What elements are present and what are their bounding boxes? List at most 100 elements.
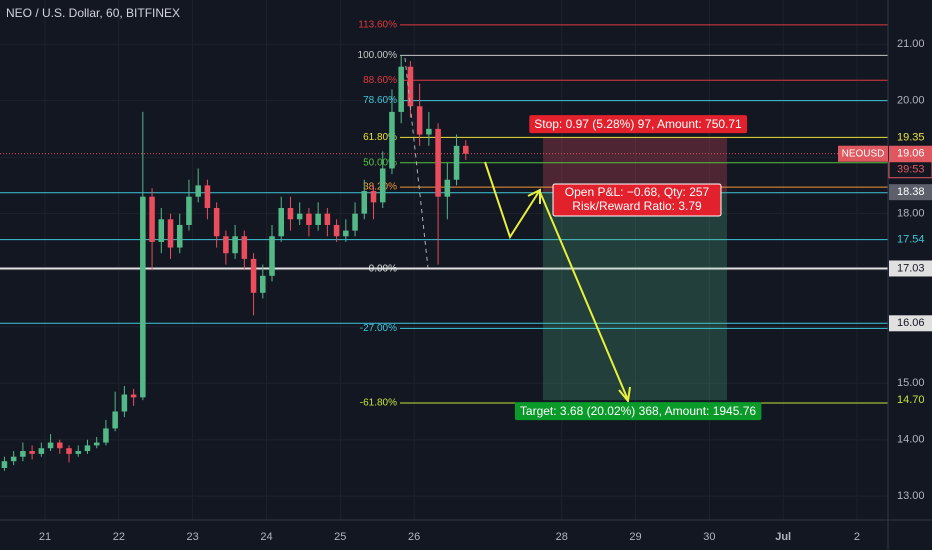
candle-body: [453, 145, 460, 180]
candle-body: [426, 128, 432, 135]
candle-body: [204, 185, 211, 208]
x-tick-label: 21: [39, 531, 51, 543]
candle-body: [444, 179, 451, 197]
projection-arrow: [484, 161, 541, 240]
x-tick-label: 30: [703, 531, 715, 543]
candle-body: [186, 196, 192, 225]
candle-body: [10, 456, 17, 462]
candle-body: [223, 236, 229, 254]
price-tag: 18.38: [897, 186, 925, 198]
candle-body: [84, 445, 91, 452]
arrow-head: [618, 386, 631, 404]
fib-label: 0.00%: [369, 264, 397, 275]
candle-body: [20, 451, 26, 457]
candle-body: [287, 208, 294, 220]
rr-label: Risk/Reward Ratio: 3.79: [572, 199, 702, 213]
fib-label: 78.60%: [363, 95, 397, 106]
x-tick-label: 22: [113, 531, 125, 543]
candle-body: [398, 66, 404, 112]
y-tick-label: 20.00: [897, 95, 925, 107]
candle-body: [250, 258, 257, 293]
price-axis: 13.0014.0015.0016.0017.0018.0019.0020.00…: [39, 38, 932, 543]
price-tag: 17.03: [897, 262, 925, 274]
fib-label: 113.60%: [358, 20, 397, 31]
y-tick-label: 21.00: [897, 38, 925, 50]
fib-trend-line: [404, 57, 429, 269]
stop-label-box: [529, 115, 748, 134]
target-label: Target: 3.68 (20.02%) 368, Amount: 1945.…: [520, 404, 756, 418]
y-tick-label: 15.00: [897, 377, 925, 389]
x-tick-label: 26: [408, 531, 420, 543]
price-tag-box: [889, 129, 932, 146]
y-tick-label: 13.00: [897, 490, 925, 502]
price-tag-box: [889, 392, 932, 409]
price-tag-box: [889, 315, 932, 332]
candle-body: [93, 442, 100, 446]
price-tag: 14.70: [897, 394, 925, 406]
x-tick-label: 24: [260, 531, 272, 543]
candle-body: [389, 111, 395, 169]
symbol-tag-box: [838, 145, 888, 162]
fib-label: 100.00%: [358, 50, 398, 61]
price-tag-box: [889, 231, 932, 248]
candle-body: [370, 191, 377, 203]
price-tag-box: [889, 184, 932, 201]
x-tick-label: 28: [556, 531, 568, 543]
candle-body: [361, 191, 368, 214]
fib-label: 50.00%: [363, 157, 397, 168]
candle-body: [232, 236, 238, 254]
candle-body: [296, 213, 303, 220]
y-tick-label: 14.00: [897, 434, 925, 446]
candle-body: [103, 428, 109, 443]
candle-body: [379, 168, 386, 203]
candle-body: [1, 461, 8, 468]
price-tag: 19.06: [897, 148, 925, 160]
candle-body: [213, 208, 220, 237]
target-zone: [543, 192, 727, 401]
candle-body: [278, 208, 285, 237]
candle-body: [352, 213, 358, 231]
price-tag: 19.35: [897, 131, 925, 143]
candle-body: [195, 185, 201, 197]
stop-label: Stop: 0.97 (5.28%) 97, Amount: 750.71: [534, 117, 742, 131]
fib-label: 61.80%: [363, 132, 397, 143]
candle-body: [416, 106, 423, 135]
annotations: Stop: 0.97 (5.28%) 97, Amount: 750.71 Ope…: [404, 57, 762, 421]
candle-body: [315, 213, 321, 225]
fib-label: -27.00%: [360, 323, 397, 334]
candle-body: [112, 411, 118, 429]
candle-body: [463, 145, 469, 154]
price-tag-box: [889, 260, 932, 277]
x-tick-label: 25: [334, 531, 346, 543]
candle-body: [75, 451, 82, 454]
x-tick-label: 2: [854, 531, 860, 543]
fib-label: 88.60%: [363, 75, 397, 86]
x-tick-label: 23: [187, 531, 199, 543]
candle-body: [38, 448, 45, 454]
candle-body: [343, 230, 349, 237]
candle-body: [57, 442, 63, 449]
arrow-head: [527, 188, 541, 204]
candle-body: [306, 213, 312, 225]
candle-body: [435, 128, 441, 197]
candle-body: [140, 196, 146, 398]
candle-body: [47, 442, 54, 449]
candle-body: [176, 224, 183, 248]
candle-body: [66, 448, 72, 454]
symbol-tag: NEOUSD: [842, 148, 885, 159]
x-tick-label: 29: [629, 531, 641, 543]
price-tag-box: [889, 145, 932, 162]
x-tick-label: Jul: [775, 531, 791, 543]
stop-zone: [543, 137, 727, 193]
fib-label: -61.80%: [360, 398, 397, 409]
candle-body: [324, 213, 331, 225]
candle-body: [158, 219, 165, 242]
candle-body: [241, 236, 248, 259]
pnl-box: [552, 183, 722, 217]
target-label-box: [514, 402, 762, 421]
pnl-label: Open P&L: −0.68, Qty: 257: [565, 185, 710, 199]
candle-body: [130, 394, 137, 398]
